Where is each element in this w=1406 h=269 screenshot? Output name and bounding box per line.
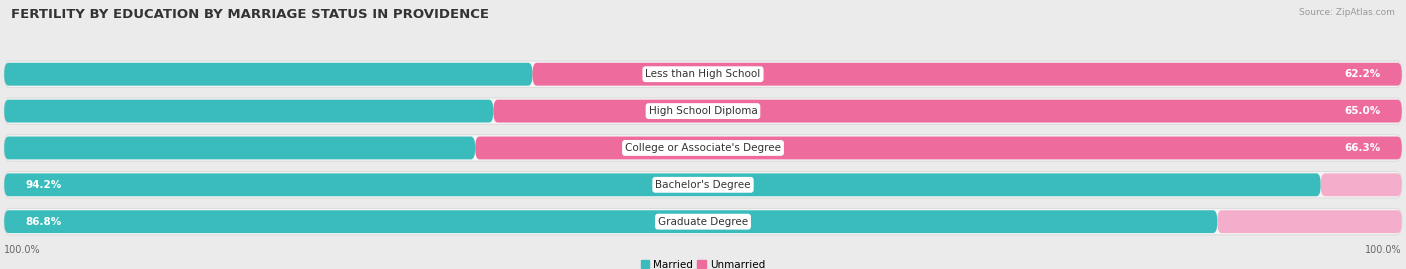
- FancyBboxPatch shape: [494, 100, 1402, 122]
- FancyBboxPatch shape: [4, 98, 1402, 124]
- FancyBboxPatch shape: [1320, 174, 1402, 196]
- Text: 86.8%: 86.8%: [25, 217, 62, 227]
- Text: College or Associate's Degree: College or Associate's Degree: [626, 143, 780, 153]
- FancyBboxPatch shape: [4, 135, 1402, 161]
- Text: Less than High School: Less than High School: [645, 69, 761, 79]
- Text: High School Diploma: High School Diploma: [648, 106, 758, 116]
- FancyBboxPatch shape: [4, 210, 1218, 233]
- FancyBboxPatch shape: [4, 137, 475, 159]
- Text: 62.2%: 62.2%: [1344, 69, 1381, 79]
- FancyBboxPatch shape: [1218, 210, 1402, 233]
- Text: 100.0%: 100.0%: [1365, 245, 1402, 254]
- Text: 94.2%: 94.2%: [25, 180, 62, 190]
- FancyBboxPatch shape: [4, 174, 1320, 196]
- Text: 100.0%: 100.0%: [4, 245, 41, 254]
- FancyBboxPatch shape: [475, 137, 1402, 159]
- Text: FERTILITY BY EDUCATION BY MARRIAGE STATUS IN PROVIDENCE: FERTILITY BY EDUCATION BY MARRIAGE STATU…: [11, 8, 489, 21]
- Text: Source: ZipAtlas.com: Source: ZipAtlas.com: [1299, 8, 1395, 17]
- FancyBboxPatch shape: [4, 172, 1402, 198]
- Text: 65.0%: 65.0%: [1344, 106, 1381, 116]
- FancyBboxPatch shape: [4, 61, 1402, 87]
- FancyBboxPatch shape: [4, 208, 1402, 235]
- Text: 66.3%: 66.3%: [1344, 143, 1381, 153]
- Text: Bachelor's Degree: Bachelor's Degree: [655, 180, 751, 190]
- FancyBboxPatch shape: [4, 63, 533, 86]
- FancyBboxPatch shape: [533, 63, 1402, 86]
- Legend: Married, Unmarried: Married, Unmarried: [637, 256, 769, 269]
- FancyBboxPatch shape: [4, 100, 494, 122]
- Text: Graduate Degree: Graduate Degree: [658, 217, 748, 227]
